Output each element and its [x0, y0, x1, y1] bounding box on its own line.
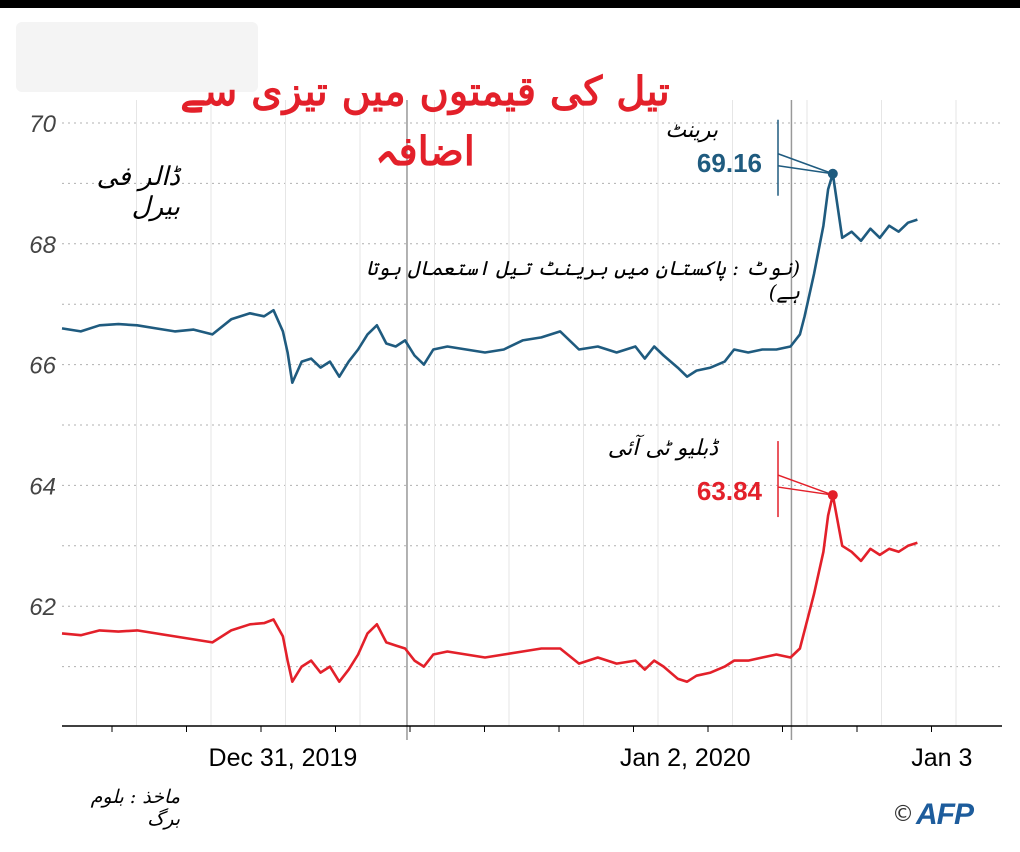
x-tick-label: Jan 3 — [911, 744, 972, 772]
chart-note: (نوٹ : پاکستان میں برینٹ تیل استعمال ہوت… — [365, 256, 800, 304]
y-tick-label: 68 — [29, 232, 56, 259]
source-note: ماخذ : بلوم برگ — [90, 786, 180, 830]
afp-logo: AFP — [916, 798, 974, 831]
logo-placeholder — [16, 22, 258, 92]
brent-last-value: 69.16 — [696, 148, 762, 178]
y-axis-unit-label: ڈالر فی بیرل — [96, 162, 180, 222]
label-leader — [777, 164, 833, 175]
label-leader — [777, 153, 834, 175]
brent-series-name: برینٹ — [665, 118, 718, 143]
x-tick-label: Dec 31, 2019 — [209, 744, 358, 772]
chart-title: تیل کی قیمتوں میں تیزی سے اضافہ — [180, 68, 670, 175]
wti-price-line — [61, 493, 918, 683]
y-tick-label: 62 — [29, 594, 56, 621]
y-tick-label: 64 — [29, 473, 56, 500]
wti-series-name: ڈبلیو ٹی آئی — [607, 436, 718, 461]
wti-last-value: 63.84 — [696, 476, 762, 506]
label-leader — [777, 474, 834, 496]
afp-credit: © AFP — [886, 798, 1006, 838]
y-tick-label: 66 — [29, 353, 56, 380]
top-bar — [0, 0, 1020, 8]
label-leader — [777, 486, 833, 496]
brent-price-line — [61, 172, 918, 384]
copyright-symbol: © — [892, 802, 914, 827]
x-tick-label: Jan 2, 2020 — [620, 744, 751, 772]
y-tick-label: 70 — [29, 111, 56, 138]
